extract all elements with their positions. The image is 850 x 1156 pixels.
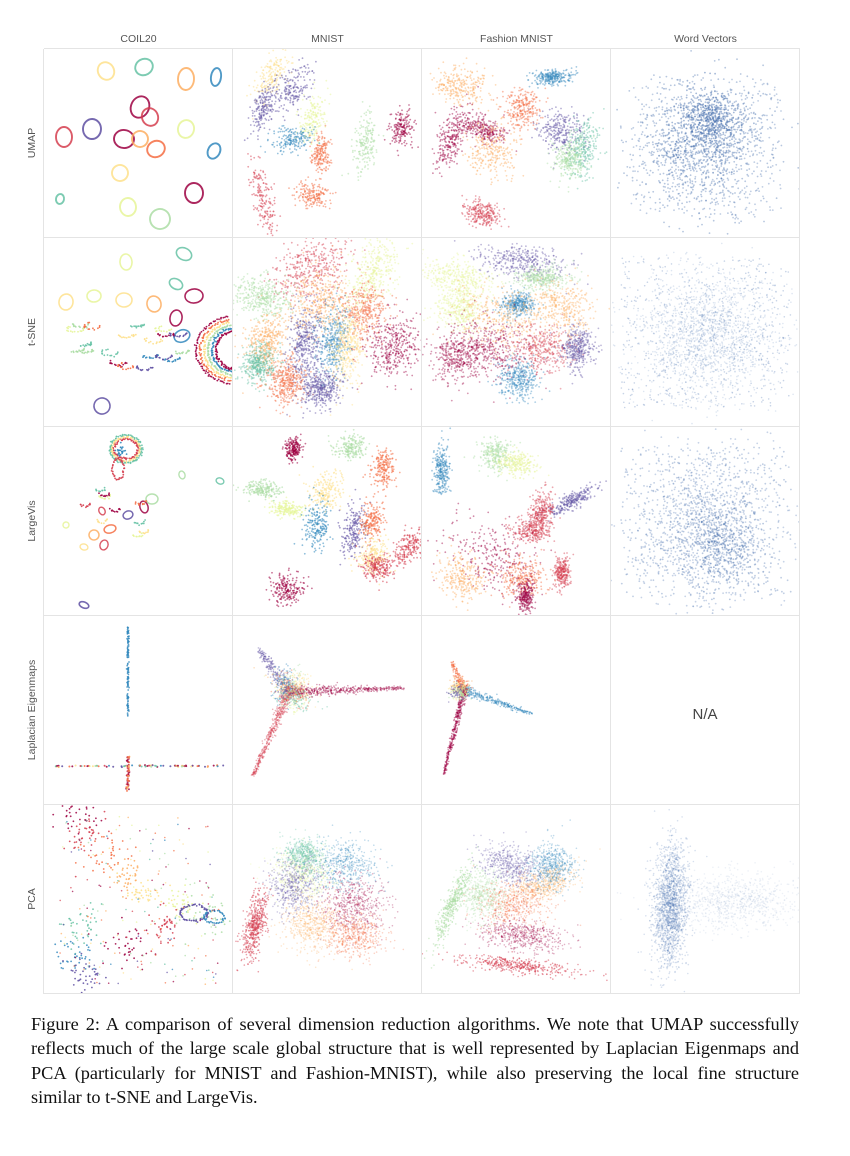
column-title-coil20: COIL20 [44,33,233,45]
scatter-plot [250,647,405,777]
row-label-umap: UMAP [26,48,40,238]
row-label-pca: PCA [26,804,40,994]
scatter-plot [429,57,608,231]
scatter-plot [616,808,799,993]
scatter-plot [52,805,231,993]
scatter-plot [55,57,223,230]
grid-line-vertical [232,49,233,994]
grid-line-vertical [799,49,800,994]
figure: COIL20 MNIST Fashion MNIST Word Vectors … [26,33,800,994]
panel-laplacian-eigenmaps-word-vectors: N/A [611,616,799,804]
column-title-word-vectors: Word Vectors [611,33,800,45]
panel-umap-mnist [233,49,421,237]
panel-pca-coil20 [44,805,232,993]
scatter-plot [235,824,405,973]
grid-line-horizontal [44,993,800,994]
row-label-tsne: t-SNE [26,237,40,427]
not-available-label: N/A [611,706,799,723]
panel-largevis-fashion-mnist [422,427,610,615]
panel-laplacian-eigenmaps-coil20 [44,616,232,804]
scatter-plot [427,427,607,615]
panel-umap-word-vectors [611,49,799,237]
panel-t-sne-fashion-mnist [422,238,610,426]
panel-t-sne-mnist [233,238,421,426]
figure-caption: Figure 2: A comparison of several dimens… [31,1012,799,1110]
grid-line-horizontal [44,237,800,238]
panel-largevis-mnist [233,427,421,615]
grid-line-vertical [610,49,611,994]
scatter-plot [62,433,225,610]
scatter-plot [611,242,799,425]
column-title-mnist: MNIST [233,33,422,45]
panel-t-sne-coil20 [44,238,232,426]
grid-line-horizontal [44,426,800,427]
scatter-plot [58,246,232,415]
scatter-plot [54,626,225,792]
scatter-plot [422,240,610,405]
panel-pca-mnist [233,805,421,993]
column-title-fashion-mnist: Fashion MNIST [422,33,611,45]
grid-line-horizontal [44,804,800,805]
scatter-plot [422,819,608,982]
grid-line-horizontal [44,48,800,49]
panel-umap-fashion-mnist [422,49,610,237]
panel-laplacian-eigenmaps-mnist [233,616,421,804]
scatter-plot [233,238,421,419]
panel-pca-fashion-mnist [422,805,610,993]
panel-t-sne-word-vectors [611,238,799,426]
panel-pca-word-vectors [611,805,799,993]
row-label-largevis: LargeVis [26,426,40,616]
panel-largevis-coil20 [44,427,232,615]
panel-umap-coil20 [44,49,232,237]
scatter-plot [611,428,799,615]
panel-largevis-word-vectors [611,427,799,615]
scatter-plot [616,50,799,235]
row-label-laplacian-eigenmaps: Laplacian Eigenmaps [26,615,40,805]
grid-line-vertical [421,49,422,994]
panel-laplacian-eigenmaps-fashion-mnist [422,616,610,804]
grid-line-horizontal [44,615,800,616]
scatter-plot [442,660,533,775]
grid-line-vertical [43,49,44,994]
scatter-plot [243,49,419,237]
scatter-plot [233,428,421,608]
